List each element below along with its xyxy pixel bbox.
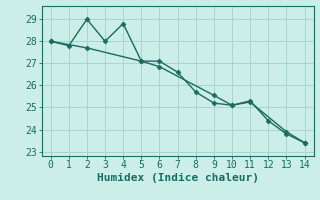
X-axis label: Humidex (Indice chaleur): Humidex (Indice chaleur) <box>97 173 259 183</box>
